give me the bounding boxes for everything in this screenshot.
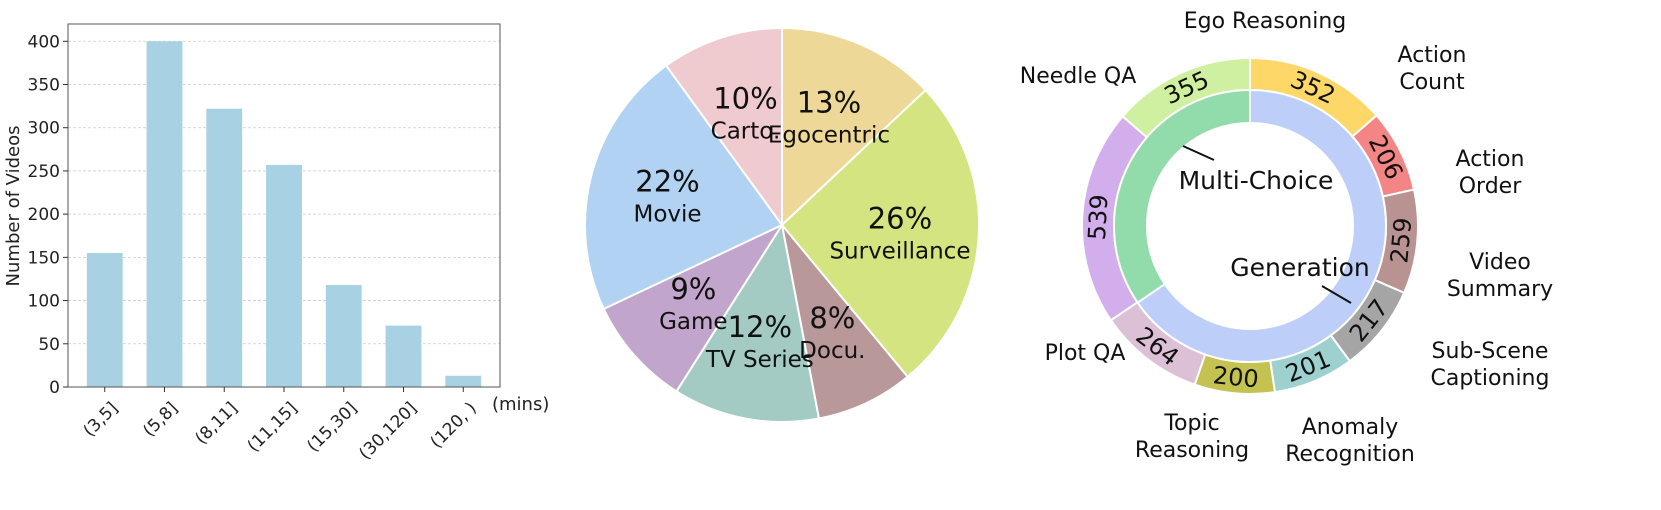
donut-category-label-anomaly-recognition: Recognition — [1285, 442, 1415, 467]
pie-slice-movie — [584, 64, 784, 311]
bar-x-tick-label: (8,11] — [191, 398, 241, 448]
bar-y-tick-label: 0 — [49, 378, 60, 398]
donut-category-label-topic-reasoning: Topic — [1163, 411, 1219, 436]
bar-30-120 — [385, 325, 422, 387]
donut-outer-ring — [1081, 56, 1419, 395]
bar-y-tick-label: 150 — [28, 248, 60, 268]
donut-inner-ring — [1113, 88, 1387, 363]
bar-8-11 — [206, 108, 243, 387]
pie-pct-label: 8% — [809, 301, 855, 335]
pie-pct-label: 26% — [868, 201, 932, 235]
donut-value-label: 539 — [1083, 194, 1114, 241]
bar-x-tick-label: (11,15] — [244, 398, 302, 456]
pie-slice-egocentric — [781, 26, 928, 228]
pie-slice-carto — [664, 26, 783, 229]
donut-category-label-anomaly-recognition: Anomaly — [1302, 415, 1399, 440]
pie-pct-label: 12% — [728, 310, 792, 344]
pie-slice-surveillance — [780, 88, 980, 379]
bar-x-axis-unit-label: (mins) — [492, 394, 549, 415]
donut-category-label-plot-qa: Plot QA — [1045, 341, 1126, 366]
pie-pct-label: 9% — [670, 272, 716, 306]
donut-category-label-sub-scene-captioning: Sub-Scene — [1432, 339, 1549, 364]
pie-pct-label: 10% — [713, 82, 777, 116]
bar-y-tick-label: 400 — [28, 32, 60, 52]
donut-inner-generation — [1113, 88, 1251, 305]
donut-category-label-video-summary: Video — [1469, 250, 1531, 275]
bar-y-ticks: 0 50 100 150 200 250 300 350 400 — [28, 32, 68, 398]
donut-category-label-video-summary: Summary — [1447, 277, 1553, 302]
leader-line — [1321, 285, 1352, 304]
pie-pct-label: 22% — [635, 165, 699, 199]
pie-slices — [584, 26, 980, 423]
pie-slice-tv-series — [675, 222, 821, 423]
pie-name-label: Surveillance — [829, 238, 970, 264]
bar-120 — [445, 375, 482, 387]
bar-y-tick-label: 250 — [28, 162, 60, 182]
donut-category-label-action-count: Count — [1399, 70, 1465, 95]
donut-category-label-needle-qa: Needle QA — [1020, 64, 1137, 89]
bar-y-tick-label: 300 — [28, 119, 60, 139]
donut-value-label: 259 — [1385, 216, 1417, 264]
donut-center-label-multi-choice: Multi-Choice — [1179, 166, 1334, 195]
bar-y-tick-label: 200 — [28, 205, 60, 225]
bar-y-tick-label: 100 — [28, 292, 60, 312]
donut-category-label-topic-reasoning: Reasoning — [1135, 438, 1249, 463]
pie-name-label: Egocentric — [768, 123, 890, 149]
pie-name-label: Carto. — [711, 119, 781, 145]
pie-pct-label: 13% — [797, 86, 861, 120]
donut-center-label-generation: Generation — [1230, 253, 1369, 282]
bar-y-tick-label: 50 — [38, 335, 60, 355]
leader-line — [1182, 145, 1215, 161]
pie-chart: 13% Egocentric 26% Surveillance 8% Docu. 12% TV… — [584, 26, 980, 423]
bar-x-tick-label: (15,30] — [303, 398, 361, 456]
pie-labels: 13% Egocentric 26% Surveillance 8% Docu. 12% TV… — [633, 82, 970, 374]
bar-11-15 — [266, 164, 302, 387]
donut-category-label-action-count: Action — [1398, 43, 1467, 68]
donut-value-label: 200 — [1212, 361, 1260, 393]
donut-category-label-sub-scene-captioning: Captioning — [1431, 366, 1550, 391]
bar-3-5 — [86, 253, 123, 387]
donut-category-label-action-order: Action — [1456, 147, 1525, 172]
pie-slice-docu — [781, 224, 909, 420]
pie-slice-game — [602, 222, 785, 393]
pie-name-label: Movie — [633, 202, 701, 228]
pie-name-label: TV Series — [705, 347, 814, 373]
donut-category-label-ego-reasoning: Ego Reasoning — [1184, 9, 1347, 34]
bar-y-tick-label: 350 — [28, 76, 60, 96]
bar-chart: 0 50 100 150 200 250 300 350 400 (3,5] (5,8] (8,11… — [3, 23, 549, 464]
donut-category-label-action-order: Order — [1459, 174, 1522, 199]
bar-15-30 — [325, 285, 362, 387]
donut-inner-multi-choice — [1136, 88, 1387, 363]
bar-x-tick-label: (120, ) — [427, 398, 481, 452]
bar-y-axis-label: Number of Videos — [3, 126, 24, 287]
bar-x-tick-label: (30,120] — [355, 398, 421, 464]
bar-x-ticks: (3,5] (5,8] (8,11] (11,15] (15,30](30,120] (1… — [80, 387, 481, 464]
bar-5-8 — [146, 41, 183, 388]
pie-name-label: Docu. — [799, 338, 865, 364]
pie-name-label: Game — [659, 309, 727, 335]
bar-x-tick-label: (3,5] — [80, 398, 123, 441]
bar-x-tick-label: (5,8] — [139, 398, 182, 441]
bar-series — [86, 41, 482, 388]
